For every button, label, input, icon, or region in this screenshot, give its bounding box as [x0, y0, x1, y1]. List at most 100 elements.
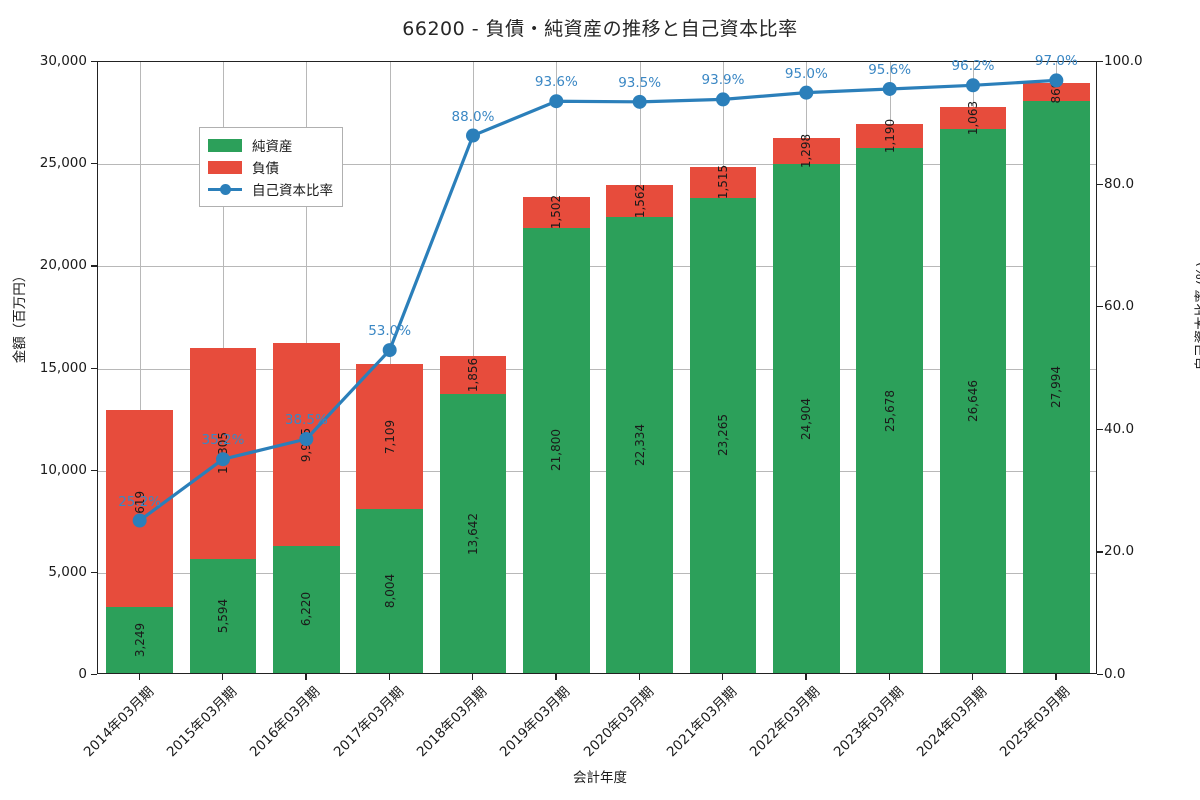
bar-column[interactable]: 22,334 1,562 — [606, 60, 673, 673]
bar-segment-equity[interactable]: 26,646 — [939, 128, 1007, 673]
ratio-data-point[interactable] — [466, 128, 480, 143]
bar-column[interactable]: 27,994 869 — [1023, 60, 1090, 673]
bar-segment-debt[interactable]: 1,515 — [689, 165, 757, 199]
bar-column[interactable]: 21,800 1,502 — [523, 60, 590, 673]
ratio-data-point[interactable] — [799, 85, 814, 100]
x-axis-tick-label: 2018年03月期 — [413, 683, 491, 761]
x-axis-title: 会計年度 — [573, 770, 627, 786]
x-axis-tick-mark — [472, 674, 474, 680]
gridline-horizontal — [98, 470, 1096, 472]
bar-segment-equity[interactable]: 5,594 — [189, 558, 257, 673]
x-axis-tick-mark — [1055, 674, 1057, 680]
y-axis-right-tick-mark — [1097, 61, 1103, 63]
bar-segment-equity[interactable]: 6,220 — [273, 545, 340, 673]
chart-title: 66200 - 負債・純資産の推移と自己資本比率 — [402, 18, 798, 40]
ratio-data-point[interactable] — [1049, 73, 1064, 88]
bar-segment-debt[interactable]: 1,063 — [939, 101, 1007, 135]
bar-column[interactable]: 23,265 1,515 — [689, 60, 757, 673]
bar-column[interactable]: 26,646 1,063 — [939, 60, 1007, 673]
x-axis-tick-mark — [222, 674, 224, 680]
y-axis-left-tick-label: 25,000 — [39, 155, 87, 172]
y-axis-right-tick-label: 60.0 — [1104, 298, 1135, 315]
ratio-data-point[interactable] — [549, 94, 564, 109]
y-axis-right-tick-label: 80.0 — [1104, 175, 1135, 192]
x-axis-tick-label: 2016年03月期 — [247, 683, 324, 761]
ratio-point-label: 93.6% — [534, 74, 578, 91]
gridline-horizontal — [98, 164, 1096, 166]
y-axis-left-tick-label: 10,000 — [39, 461, 87, 478]
x-axis-tick-label: 2022年03月期 — [747, 683, 824, 761]
y-axis-left-tick-label: 20,000 — [39, 257, 87, 274]
ratio-point-label: 93.9% — [701, 72, 745, 89]
ratio-data-point[interactable] — [216, 452, 230, 467]
bar-segment-equity[interactable]: 24,904 — [773, 164, 840, 673]
ratio-data-point[interactable] — [882, 81, 897, 96]
ratio-point-label: 25.2% — [118, 493, 162, 510]
legend-label-debt: 負債 — [252, 161, 279, 177]
ratio-point-label: 35.2% — [201, 432, 245, 449]
ratio-line-series — [132, 73, 1064, 528]
legend-item-debt: 負債 — [208, 156, 333, 178]
plot-area: 3,2499,6195,59410,3056,2209,9258,0047,10… — [97, 53, 1097, 674]
bar-segment-equity[interactable]: 3,249 — [106, 606, 173, 673]
y-axis-left-tick-mark — [91, 674, 97, 676]
bar-segment-equity[interactable]: 13,642 — [439, 394, 507, 673]
bar-segment-debt[interactable]: 1,190 — [856, 119, 923, 153]
ratio-data-point[interactable] — [382, 343, 397, 358]
ratio-point-label: 88.0% — [451, 108, 495, 125]
ratio-point-label: 95.0% — [784, 65, 828, 82]
bar-segment-equity[interactable]: 8,004 — [356, 509, 423, 673]
x-axis-tick-label: 2025年03月期 — [997, 683, 1074, 761]
legend-swatch-equity — [208, 138, 242, 152]
bar-segment-debt[interactable]: 1,856 — [439, 356, 507, 395]
bar-segment-debt[interactable]: 9,619 — [106, 410, 173, 607]
x-axis-tick-label: 2019年03月期 — [497, 683, 574, 761]
bar-column[interactable]: 25,678 1,190 — [856, 60, 923, 673]
bar-segment-debt[interactable]: 1,562 — [606, 184, 673, 218]
x-axis-tick-label: 2015年03月期 — [163, 683, 241, 761]
bar-segment-debt[interactable]: 1,502 — [523, 195, 590, 229]
y-axis-right-title: 自己資本比率 (%) — [1194, 261, 1200, 371]
y-axis-left-tick-label: 30,000 — [39, 53, 87, 69]
ratio-point-label: 97.0% — [1034, 53, 1078, 70]
ratio-data-point[interactable] — [299, 432, 314, 446]
x-axis-tick-mark — [138, 674, 140, 680]
x-axis-tick-label: 2020年03月期 — [580, 683, 657, 761]
ratio-point-label: 38.5% — [284, 411, 328, 428]
bar-segment-debt[interactable]: 869 — [1023, 81, 1090, 104]
x-axis-tick-mark — [972, 674, 974, 680]
bar-segment-debt[interactable]: 7,109 — [356, 364, 423, 510]
bar-column[interactable]: 24,904 1,298 — [773, 60, 840, 673]
legend-label-equity: 純資産 — [252, 139, 293, 155]
y-axis-right-tick-mark — [1097, 551, 1103, 553]
ratio-data-point[interactable] — [966, 78, 980, 93]
y-axis-right-tick-label: 20.0 — [1104, 543, 1135, 560]
bar-segment-equity[interactable]: 22,334 — [606, 216, 673, 673]
ratio-data-point[interactable] — [716, 92, 730, 107]
legend-item-ratio: 自己資本比率 — [208, 178, 333, 200]
gridline-vertical — [139, 62, 141, 673]
bar-column[interactable]: 8,004 7,109 — [356, 60, 423, 673]
ratio-data-point[interactable] — [132, 513, 147, 528]
bar-column[interactable]: 3,249 9,619 — [106, 60, 173, 673]
ratio-line-path — [138, 78, 1058, 523]
ratio-data-point[interactable] — [632, 94, 647, 109]
y-axis-right-tick-label: 40.0 — [1104, 420, 1135, 437]
bar-segment-equity[interactable]: 25,678 — [856, 148, 923, 673]
bar-segment-equity[interactable]: 27,994 — [1023, 101, 1090, 673]
bar-segment-equity[interactable]: 21,800 — [523, 227, 590, 673]
bar-column[interactable]: 13,642 1,856 — [439, 60, 507, 673]
legend-swatch-debt — [208, 160, 242, 174]
y-axis-right-tick-label: 0.0 — [1104, 666, 1126, 682]
gridline-horizontal — [98, 266, 1096, 268]
bar-segment-debt[interactable]: 1,298 — [773, 134, 840, 168]
ratio-point-label: 95.6% — [868, 61, 912, 78]
legend-marker-ratio-line-icon — [208, 183, 242, 196]
x-axis-tick-label: 2021年03月期 — [663, 683, 741, 761]
y-axis-left-tick-label: 5,000 — [48, 563, 87, 580]
y-axis-left-tick-label: 0 — [78, 666, 87, 682]
y-axis-left-tick-mark — [91, 61, 97, 63]
bar-segment-equity[interactable]: 23,265 — [689, 197, 757, 673]
x-axis-tick-mark — [722, 674, 724, 680]
